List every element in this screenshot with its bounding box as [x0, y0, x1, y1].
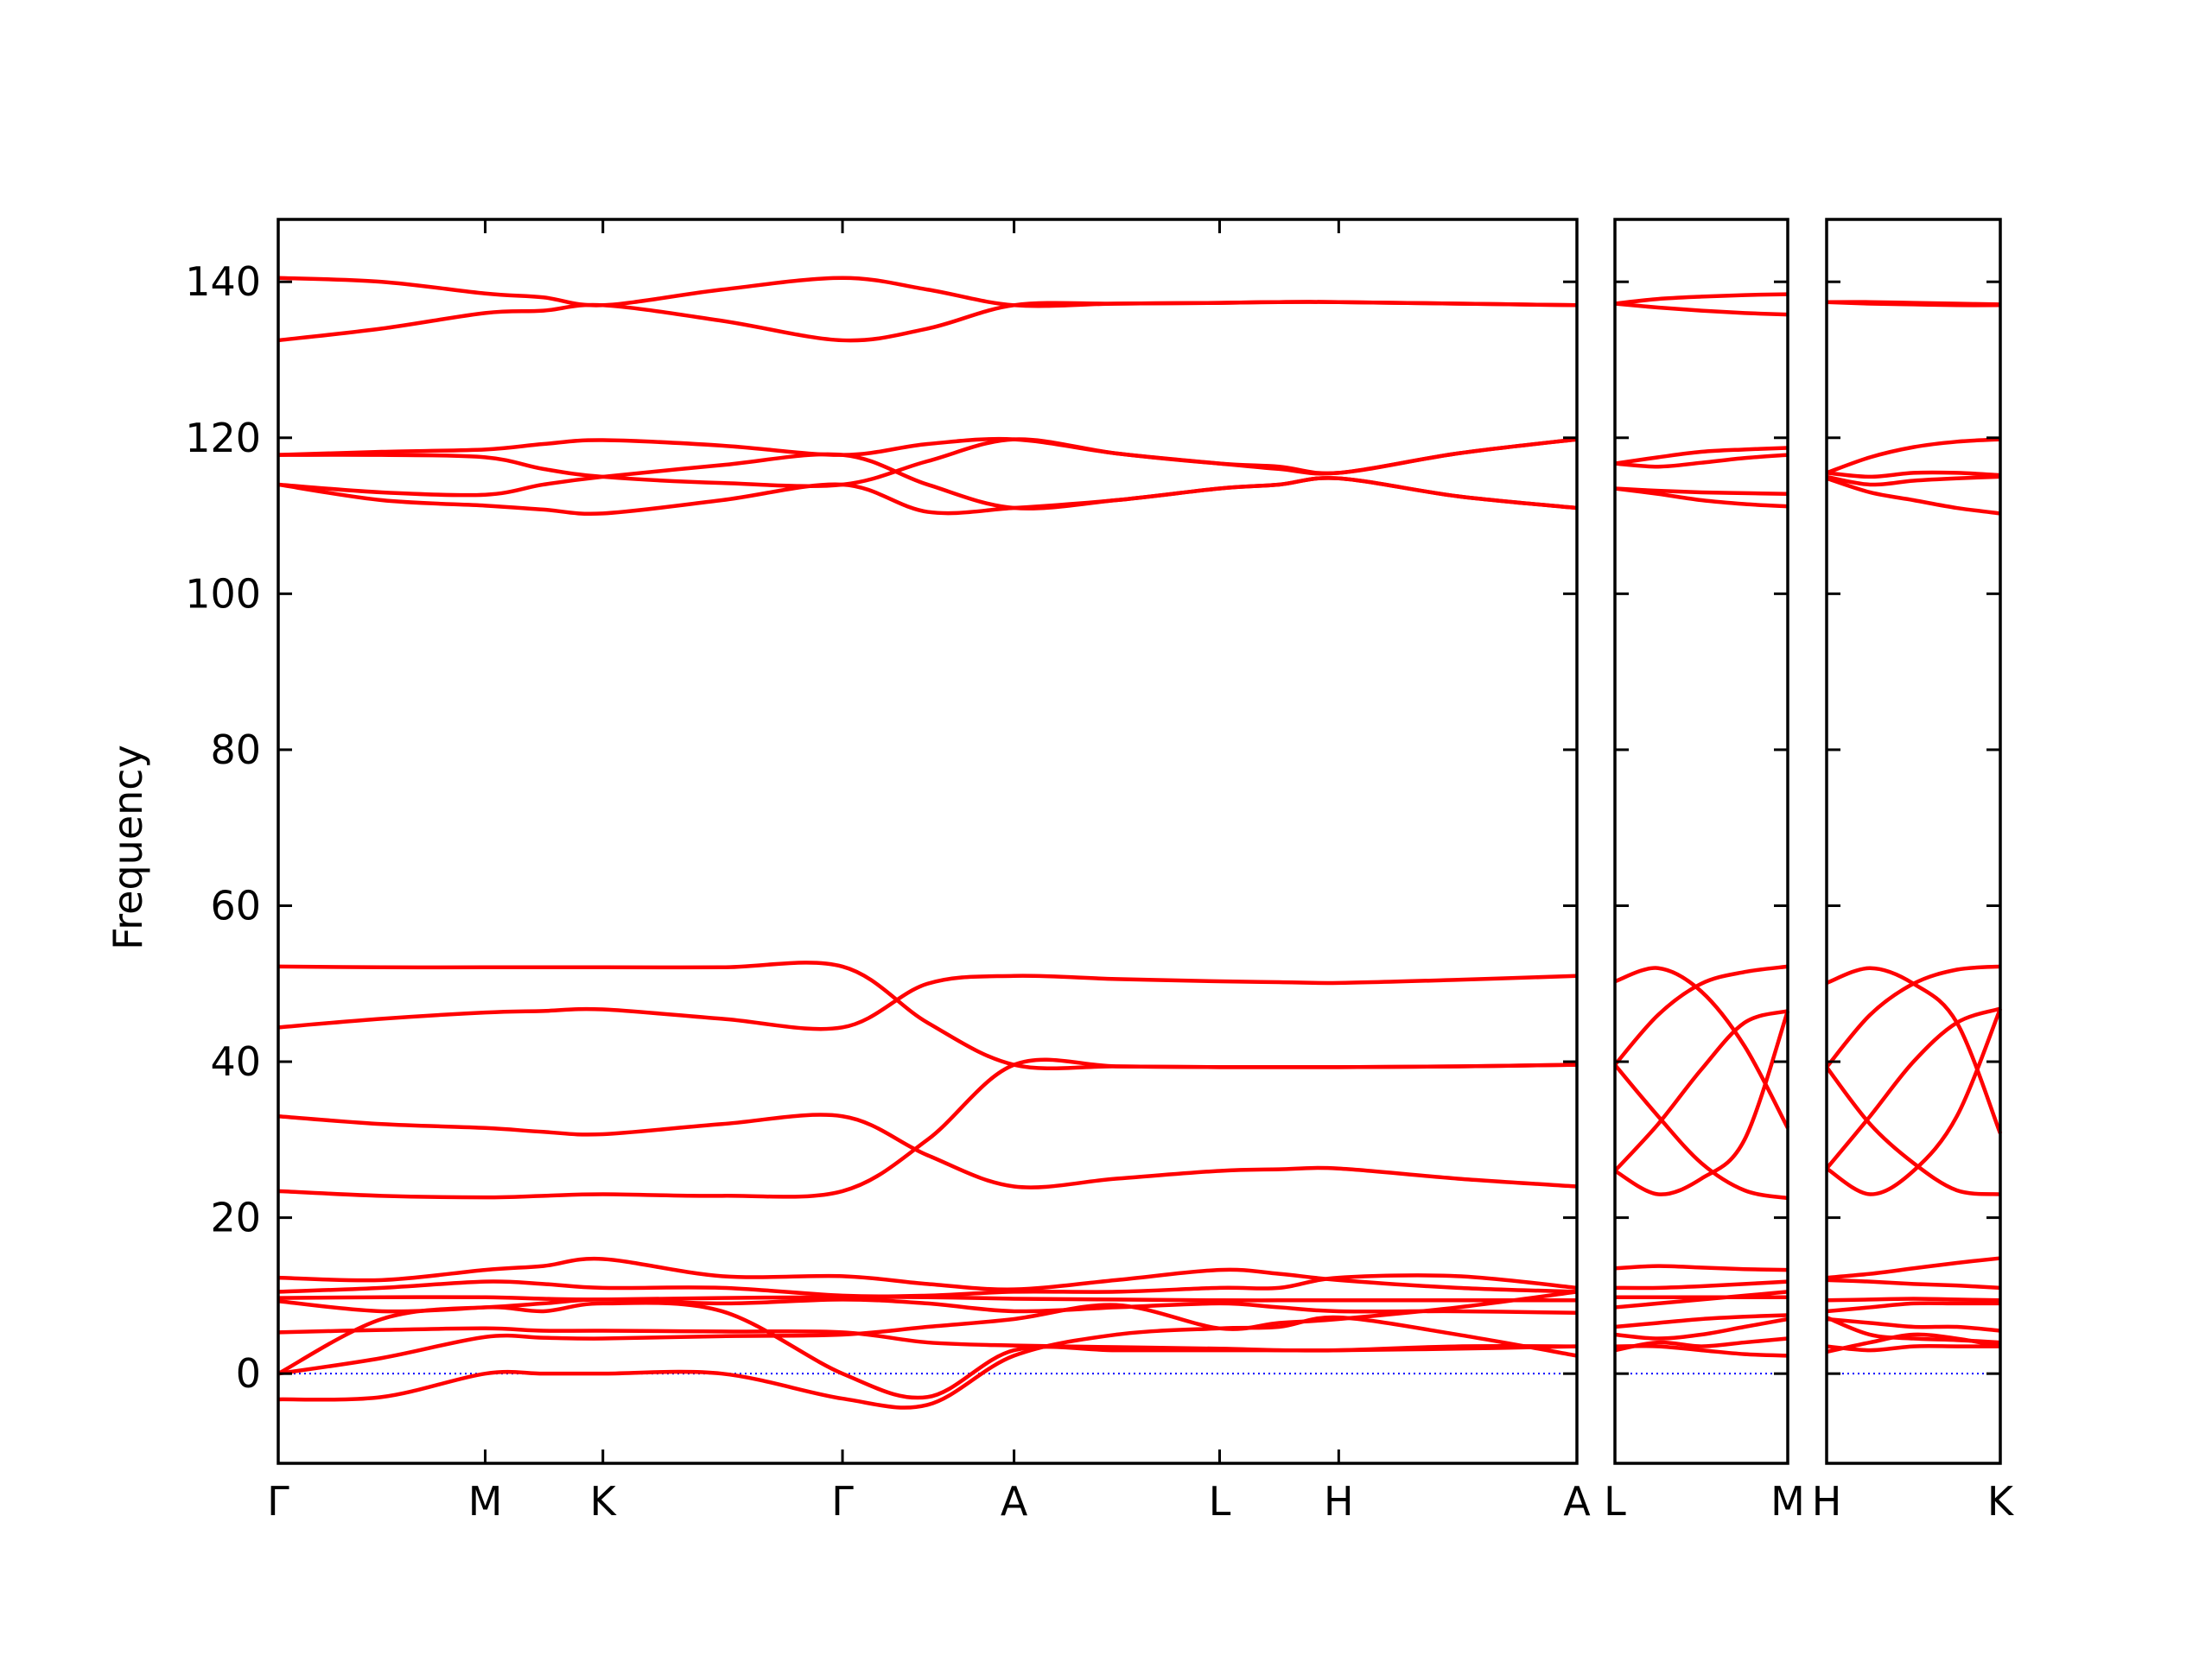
x-tick-label: H [1812, 1478, 1842, 1525]
y-tick-label: 100 [185, 570, 261, 617]
band-line [1614, 966, 1789, 1129]
band-line [277, 300, 1578, 343]
band-line [277, 961, 1578, 1071]
band-line [1614, 301, 1789, 317]
band-line [1826, 474, 2001, 487]
x-tick-label: H [1324, 1478, 1354, 1525]
band-line [277, 1057, 1578, 1200]
band-line [1826, 470, 2001, 479]
band-line [1614, 486, 1789, 509]
band-line [1826, 437, 2001, 475]
band-line [276, 1300, 1578, 1400]
y-axis-label: Frequency [105, 745, 151, 950]
plot-frame [1825, 218, 2002, 1465]
y-tick-label: 140 [185, 258, 261, 305]
band-line [1826, 476, 2001, 516]
band-line [1825, 1066, 2001, 1196]
band-line [1826, 1332, 2001, 1354]
band-line [277, 1113, 1578, 1189]
band-line [1826, 1343, 2000, 1353]
band-line [1826, 1301, 2000, 1314]
band-line [1614, 446, 1789, 466]
band-line [1826, 300, 2001, 308]
band-line [1614, 453, 1789, 469]
band-line [1614, 292, 1789, 306]
band-line [277, 476, 1578, 516]
band-line [1613, 1010, 1790, 1196]
band-line [1613, 964, 1789, 1067]
band-line [1614, 1264, 1789, 1272]
band-line [1826, 966, 2003, 1134]
x-tick-label: Γ [831, 1478, 854, 1525]
band-line [1825, 1007, 2003, 1196]
band-line [1614, 1279, 1789, 1291]
x-tick-label: M [468, 1478, 503, 1525]
band-line [1826, 1256, 2001, 1280]
y-tick-label: 120 [185, 415, 261, 461]
band-line [277, 1290, 1578, 1376]
band-line [1613, 1009, 1789, 1172]
x-tick-label: A [1563, 1478, 1591, 1525]
band-line [1614, 1336, 1789, 1353]
plot-frame [1613, 218, 1789, 1465]
x-tick-label: K [590, 1478, 618, 1525]
band-line [1613, 1063, 1789, 1201]
band-line [277, 974, 1578, 1031]
band-line [1614, 1290, 1789, 1310]
band-line [1826, 1297, 2001, 1303]
x-tick-label: A [1001, 1478, 1028, 1525]
y-tick-label: 80 [210, 726, 261, 773]
band-line [1826, 1316, 2001, 1333]
band-line [277, 1315, 1578, 1410]
band-line [277, 1295, 1577, 1303]
x-tick-label: Γ [267, 1478, 289, 1525]
y-tick-label: 0 [236, 1350, 261, 1397]
band-line [1614, 1313, 1789, 1329]
x-tick-label: L [1209, 1478, 1231, 1525]
x-tick-label: M [1770, 1478, 1805, 1525]
band-line [1614, 486, 1789, 497]
band-line [1825, 1006, 2001, 1170]
band-line [1825, 964, 2001, 1069]
band-line [1614, 1316, 1789, 1341]
x-tick-label: K [1987, 1478, 2015, 1525]
y-tick-label: 60 [210, 882, 261, 929]
y-tick-label: 20 [210, 1195, 261, 1241]
band-line [277, 437, 1578, 488]
plot-frame [276, 218, 1579, 1465]
band-line [1826, 1278, 2001, 1291]
x-tick-label: L [1604, 1478, 1626, 1525]
y-tick-label: 40 [210, 1038, 261, 1085]
